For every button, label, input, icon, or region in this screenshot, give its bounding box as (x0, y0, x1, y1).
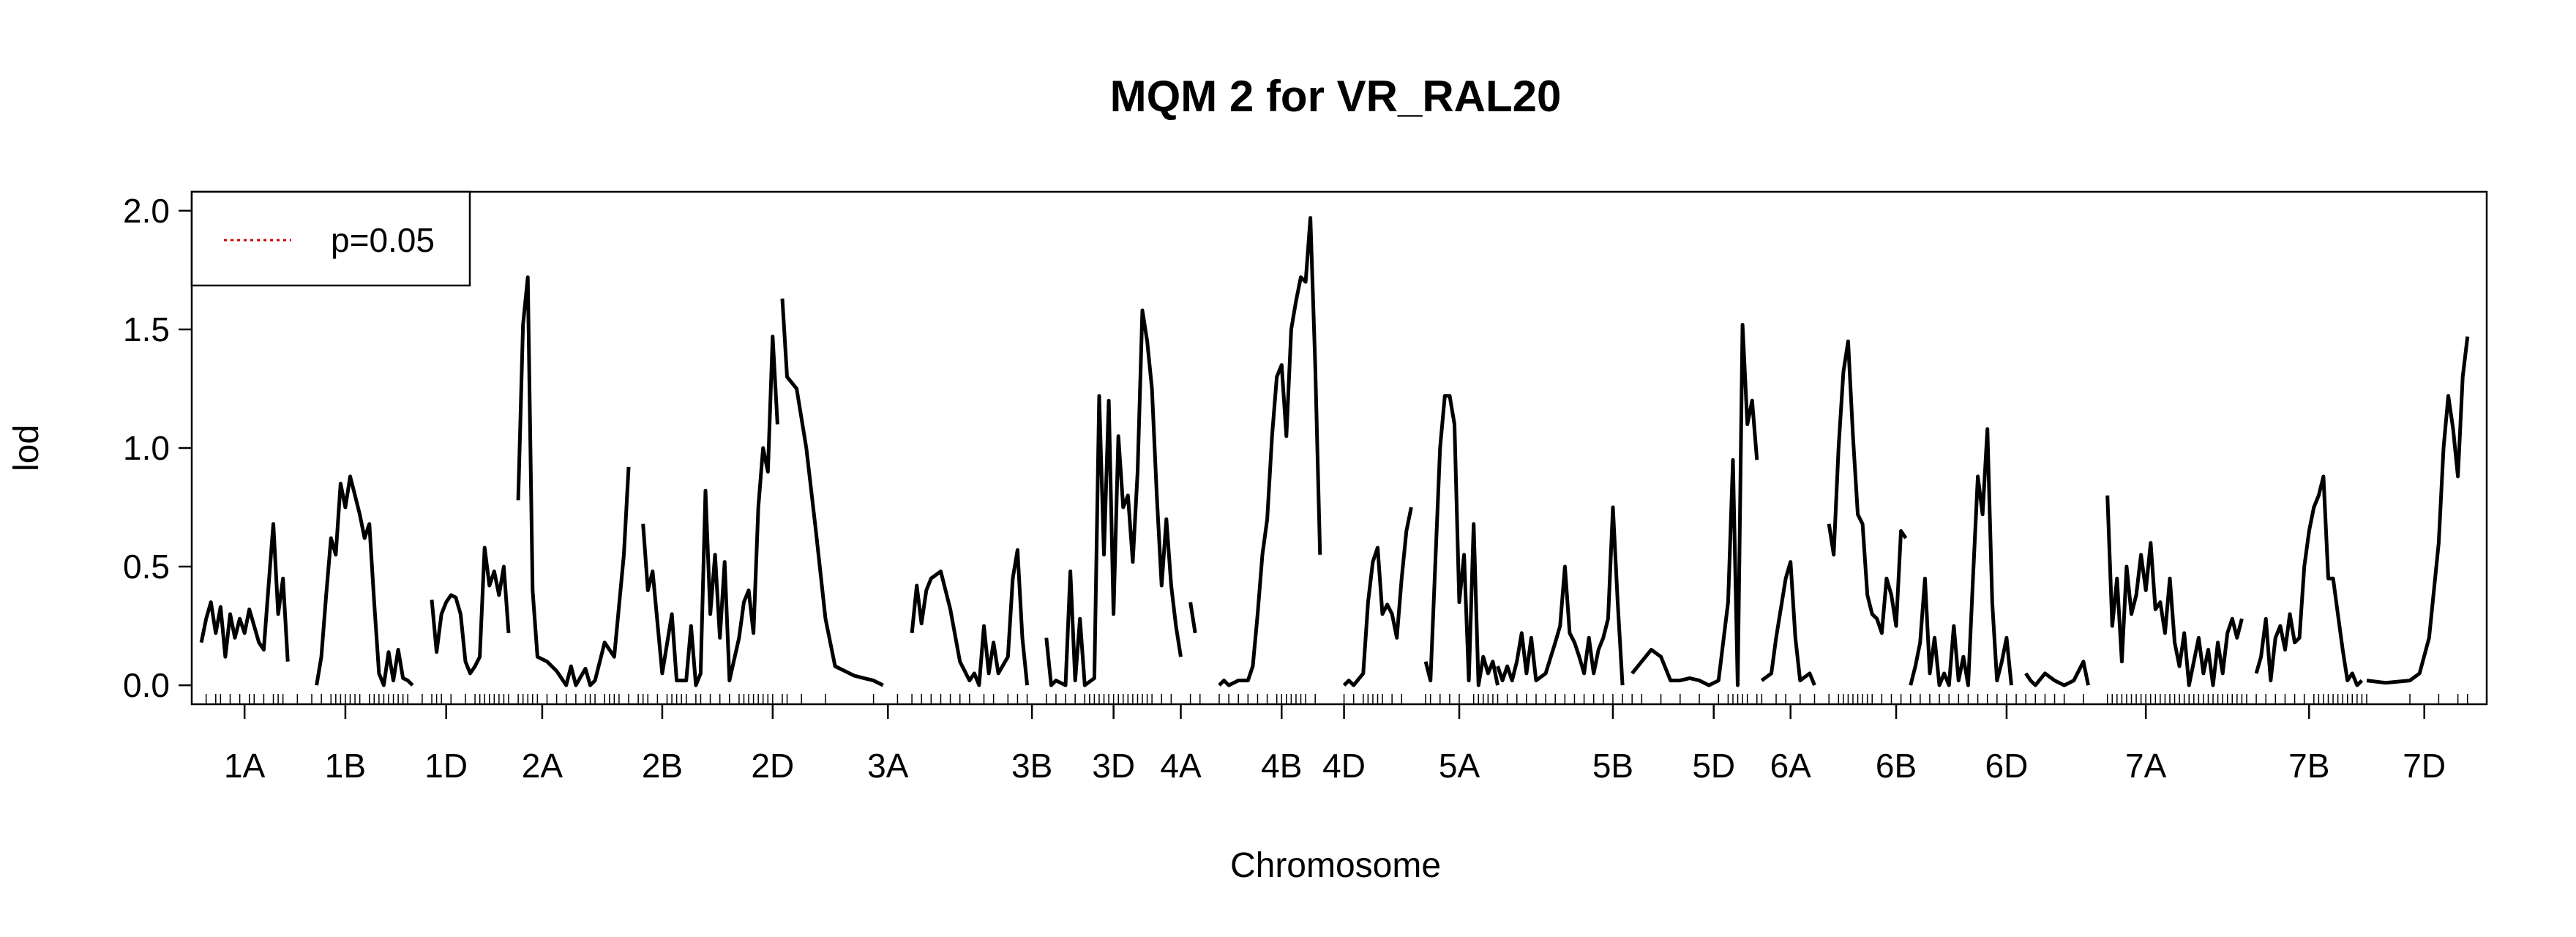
y-tick-label: 0.5 (123, 548, 170, 586)
chromosome-label: 4A (1160, 747, 1202, 785)
chromosome-label: 3B (1011, 747, 1052, 785)
lod-curve-5A (1496, 505, 1625, 686)
chromosome-label: 7A (2125, 747, 2167, 785)
legend-box (190, 190, 471, 287)
chromosome-label: 2B (642, 747, 683, 785)
x-axis-label: Chromosome (1230, 846, 1441, 885)
chromosome-label: 7B (2288, 747, 2329, 785)
lod-curve-1B (315, 474, 414, 687)
lod-curve-4B (1342, 507, 1413, 687)
plot-frame (190, 190, 2488, 706)
lod-curve-3B (1044, 308, 1183, 687)
chromosome-label: 7D (2403, 747, 2446, 785)
chromosome-label: 5A (1439, 747, 1480, 785)
y-tick-label: 2.0 (123, 192, 170, 230)
y-axis-label: lod (7, 425, 46, 471)
chromosome-label: 6D (1985, 747, 2029, 785)
lod-curve-4A (1218, 216, 1322, 687)
chromosome-label: 3D (1092, 747, 1135, 785)
y-tick-label: 1.0 (123, 429, 170, 467)
lod-curve-1D (430, 545, 511, 676)
lod-curve-6D (2024, 660, 2090, 687)
y-axis: 0.0 0.5 1.0 1.5 2.0 (123, 192, 192, 704)
lod-curve-4D (1423, 394, 1499, 687)
lod-curve-2B (641, 335, 779, 687)
chromosome-label: 1A (224, 747, 266, 785)
chromosome-label: 4B (1261, 747, 1302, 785)
chart-title: MQM 2 for VR_RAL20 (1110, 72, 1562, 121)
lod-curve-2A (516, 275, 631, 687)
lod-curve-7D (2366, 336, 2470, 685)
chromosome-label: 2A (522, 747, 564, 785)
legend-label: p=0.05 (331, 221, 435, 259)
lod-curve-5D (1760, 560, 1816, 687)
lod-curve-5B (1630, 323, 1759, 687)
y-tick-label: 0.0 (123, 666, 170, 704)
chromosome-label: 6B (1876, 747, 1917, 785)
lod-curve-3D (1188, 602, 1197, 634)
chromosome-label: 5B (1592, 747, 1633, 785)
chromosome-label: 4D (1322, 747, 1366, 785)
chromosome-label: 1B (325, 747, 366, 785)
lod-curve-1A (199, 522, 290, 662)
lod-curves (199, 216, 2470, 687)
lod-curve-2D (780, 298, 884, 687)
lod-curve-6A (1827, 339, 1908, 635)
chromosome-label: 3A (867, 747, 909, 785)
lod-curve-6B (1909, 427, 2013, 687)
chromosome-label: 1D (424, 747, 468, 785)
chromosome-label: 2D (751, 747, 794, 785)
lod-curve-3A (910, 548, 1030, 687)
marker-rug (205, 694, 2468, 704)
chromosome-label: 6A (1770, 747, 1812, 785)
lod-curve-7A (2105, 495, 2244, 687)
chromosome-label: 5D (1692, 747, 1735, 785)
lod-curve-7B (2254, 474, 2364, 687)
legend: p=0.05 (190, 190, 471, 287)
y-tick-label: 1.5 (123, 310, 170, 348)
chromosome-labels: 1A 1B 1D 2A 2B 2D 3A 3B 3D 4A 4B 4D 5A 5B 5D 6A 6B 6D 7A 7B… (224, 704, 2446, 785)
